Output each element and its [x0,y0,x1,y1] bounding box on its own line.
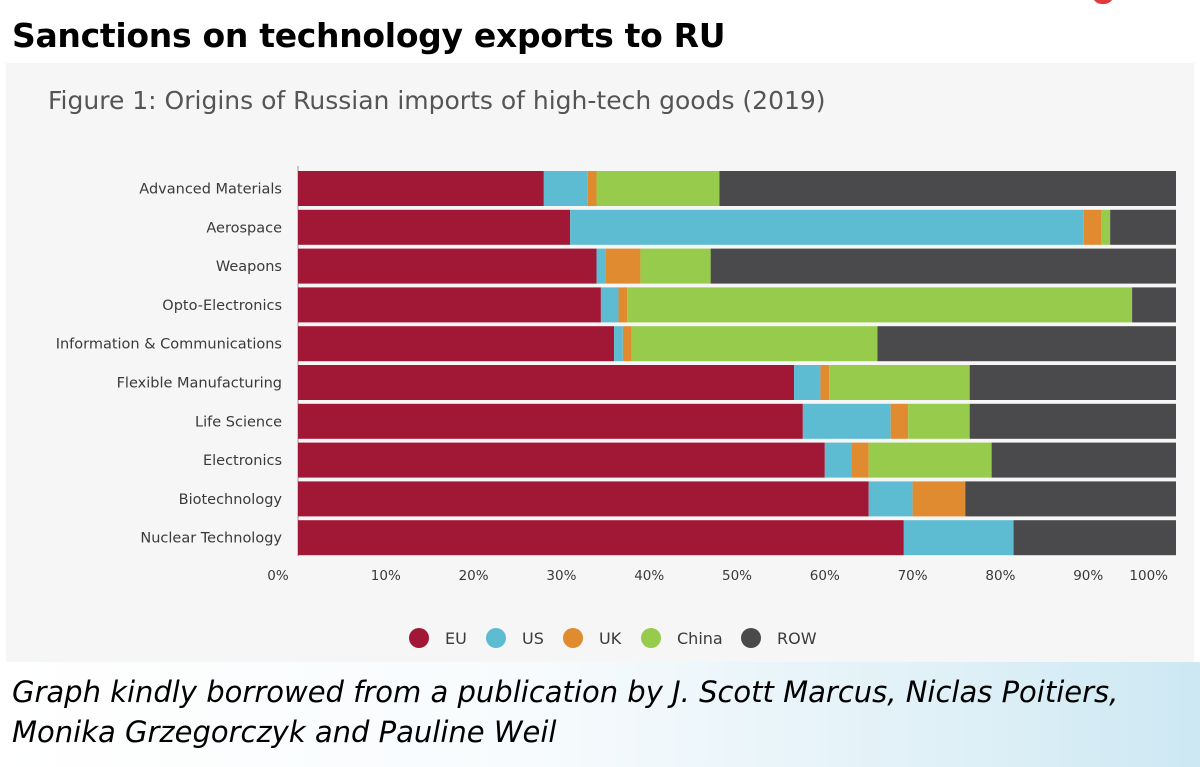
legend-swatch [741,628,761,648]
bar-segment [829,365,970,400]
x-tick-label: 50% [722,568,752,584]
bar-segment [298,520,904,556]
category-label: Opto-Electronics [162,298,282,314]
figure-panel [6,63,1194,662]
x-tick-label: 30% [546,568,576,584]
bar-segment [298,326,615,362]
figure-title: Figure 1: Origins of Russian imports of … [48,86,826,115]
bar-segment [965,481,1176,517]
bar-segment [1101,209,1111,245]
x-tick-label: 100% [1129,568,1168,584]
x-tick-label: 70% [898,568,928,584]
bar-segment [605,248,641,284]
bar-segment [868,442,992,478]
bar-segment [618,287,628,323]
category-label: Nuclear Technology [140,531,282,547]
x-tick-label: 90% [1073,568,1103,584]
x-tick-label: 80% [985,568,1015,584]
legend-swatch [563,628,583,648]
bar-segment [969,403,1176,439]
bar-segment [614,326,623,362]
x-tick-label: 10% [371,568,401,584]
brand-accent-mark [1092,0,1114,4]
legend-swatch [486,628,506,648]
legend-swatch [409,628,429,648]
bar-segment [851,442,869,478]
bar-segment [1083,209,1102,245]
bar-segment [298,287,601,323]
bar-segment [640,248,711,284]
bar-segment [710,248,1176,284]
legend-label: EU [445,629,467,648]
bar-segment [1110,209,1176,245]
bar-segment [903,520,1014,556]
category-label: Electronics [203,453,282,469]
category-label: Advanced Materials [139,182,282,198]
bar-segment [802,403,891,439]
bar-segment [622,326,632,362]
category-label: Aerospace [206,220,282,236]
legend-label: ROW [777,629,817,648]
bar-segment [890,403,909,439]
category-label: Weapons [216,259,282,275]
bottom-band [0,662,1200,767]
bar-segment [596,248,606,284]
legend-swatch [641,628,661,648]
x-tick-label: 20% [459,568,489,584]
x-tick-label: 40% [634,568,664,584]
x-tick-label: 0% [267,568,289,584]
slide-title: Sanctions on technology exports to RU [12,16,726,55]
bar-segment [298,171,544,206]
bar-segment [912,481,966,517]
bar-segment [298,209,571,245]
bar-segment [794,365,821,400]
bar-segment [627,287,1133,323]
bar-segment [298,442,825,478]
category-label: Biotechnology [179,492,283,508]
bar-segment [298,365,795,400]
bar-segment [908,403,970,439]
bar-segment [1132,287,1176,323]
bar-segment [719,171,1176,206]
category-label: Flexible Manufacturing [117,376,282,392]
bar-segment [991,442,1176,478]
bar-segment [587,171,597,206]
legend-label: China [677,629,723,648]
bar-segment [298,248,597,284]
bar-segment [877,326,1176,362]
bar-segment [570,209,1084,245]
bar-segment [868,481,913,517]
bar-segment [631,326,878,362]
legend-label: US [522,629,544,648]
bar-segment [969,365,1176,400]
x-tick-label: 60% [810,568,840,584]
category-label: Life Science [195,414,282,430]
source-caption: Graph kindly borrowed from a publication… [12,675,1119,749]
bar-segment [824,442,852,478]
bar-segment [543,171,588,206]
bar-segment [596,171,720,206]
bar-segment [298,481,869,517]
legend-label: UK [599,629,622,648]
bar-segment [600,287,619,323]
bar-segment [1013,520,1176,556]
bar-segment [820,365,830,400]
bar-segment [298,403,803,439]
category-label: Information & Communications [56,337,282,353]
